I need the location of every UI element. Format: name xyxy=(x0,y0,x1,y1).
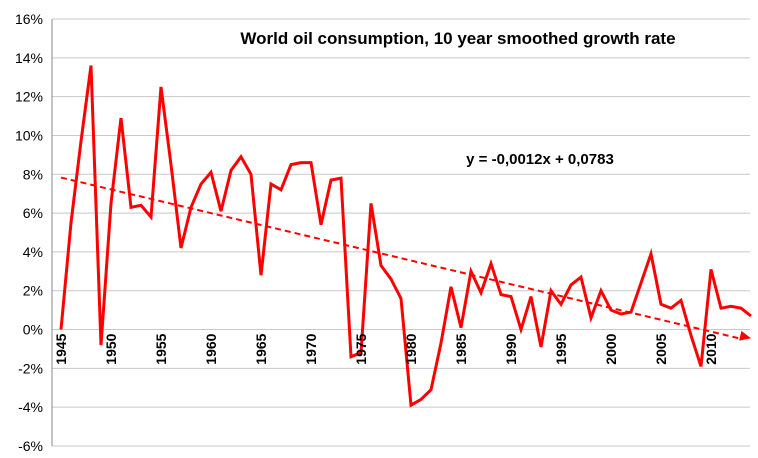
x-tick-label: 1980 xyxy=(403,333,419,364)
gridlines xyxy=(51,18,750,447)
x-tick-label: 1990 xyxy=(503,333,519,364)
trendline-layer xyxy=(60,176,751,341)
y-tick-label: -4% xyxy=(18,399,43,415)
chart-title: World oil consumption, 10 year smoothed … xyxy=(240,29,675,48)
y-axis-ticks: -6% -4% -2% 0% 2% 4% 6% 8% 10% 12% 14% 16% xyxy=(15,11,43,454)
y-tick-label: 8% xyxy=(23,166,43,182)
y-tick-label: 0% xyxy=(23,322,43,338)
y-tick-label: -2% xyxy=(18,360,43,376)
x-tick-label: 2010 xyxy=(703,333,719,364)
y-tick-label: -6% xyxy=(18,438,43,454)
x-tick-label: 1960 xyxy=(203,333,219,364)
trendline xyxy=(60,176,740,340)
y-tick-label: 14% xyxy=(15,50,43,66)
series-layer xyxy=(59,65,752,408)
series-line xyxy=(59,65,752,408)
x-tick-label: 1975 xyxy=(353,333,369,364)
x-tick-label: 1945 xyxy=(53,333,69,364)
y-tick-label: 2% xyxy=(23,283,43,299)
x-tick-label: 2005 xyxy=(653,333,669,364)
y-tick-label: 16% xyxy=(15,11,43,27)
x-axis-ticks: 1945 1950 1955 1960 1965 1970 1975 1980 1985 1990… xyxy=(53,333,719,364)
x-tick-label: 1970 xyxy=(303,333,319,364)
x-tick-label: 1965 xyxy=(253,333,269,364)
x-tick-label: 1955 xyxy=(153,333,169,364)
trendline-arrowhead xyxy=(739,330,751,341)
trendline-equation: y = -0,0012x + 0,0783 xyxy=(466,151,614,168)
x-tick-label: 2000 xyxy=(603,333,619,364)
x-tick-label: 1995 xyxy=(553,333,569,364)
y-tick-label: 12% xyxy=(15,89,43,105)
y-tick-label: 4% xyxy=(23,244,43,260)
y-tick-label: 6% xyxy=(23,205,43,221)
x-tick-label: 1950 xyxy=(103,333,119,364)
y-tick-label: 10% xyxy=(15,127,43,143)
x-tick-label: 1985 xyxy=(453,333,469,364)
